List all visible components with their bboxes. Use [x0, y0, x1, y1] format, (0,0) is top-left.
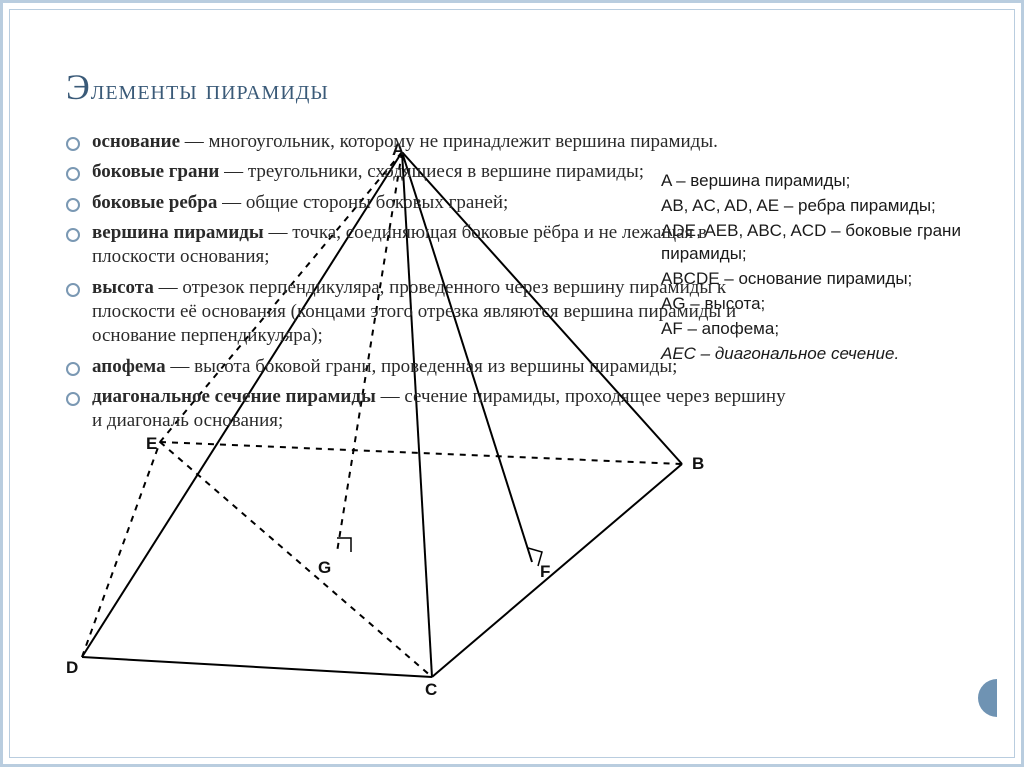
slide-title: Элементы пирамиды: [66, 66, 1002, 108]
list-item: основание — многоугольник, которому не п…: [66, 130, 786, 154]
list-item: апофема — высота боковой грани, проведен…: [66, 355, 786, 379]
vertex-label-C: C: [425, 680, 437, 700]
slide-content: Элементы пирамиды основание — многоуголь…: [22, 22, 1002, 745]
vertex-label-B: B: [692, 454, 704, 474]
vertex-label-D: D: [66, 658, 78, 678]
list-item: боковые грани — треугольники, сходящиеся…: [66, 160, 786, 184]
vertex-label-E: E: [146, 434, 157, 454]
definitions-list: основание — многоугольник, которому не п…: [66, 130, 786, 433]
list-item: высота — отрезок перпендикуляра, проведе…: [66, 276, 786, 349]
title-rest: лементы пирамиды: [91, 75, 329, 106]
vertex-label-F: F: [540, 562, 550, 582]
vertex-label-G: G: [318, 558, 331, 578]
list-item: вершина пирамиды — точка, соединяющая бо…: [66, 221, 786, 270]
list-item: диагональное сечение пирамиды — сечение …: [66, 385, 786, 434]
title-first-letter: Э: [66, 67, 91, 107]
list-item: боковые ребра — общие стороны боковых гр…: [66, 191, 786, 215]
